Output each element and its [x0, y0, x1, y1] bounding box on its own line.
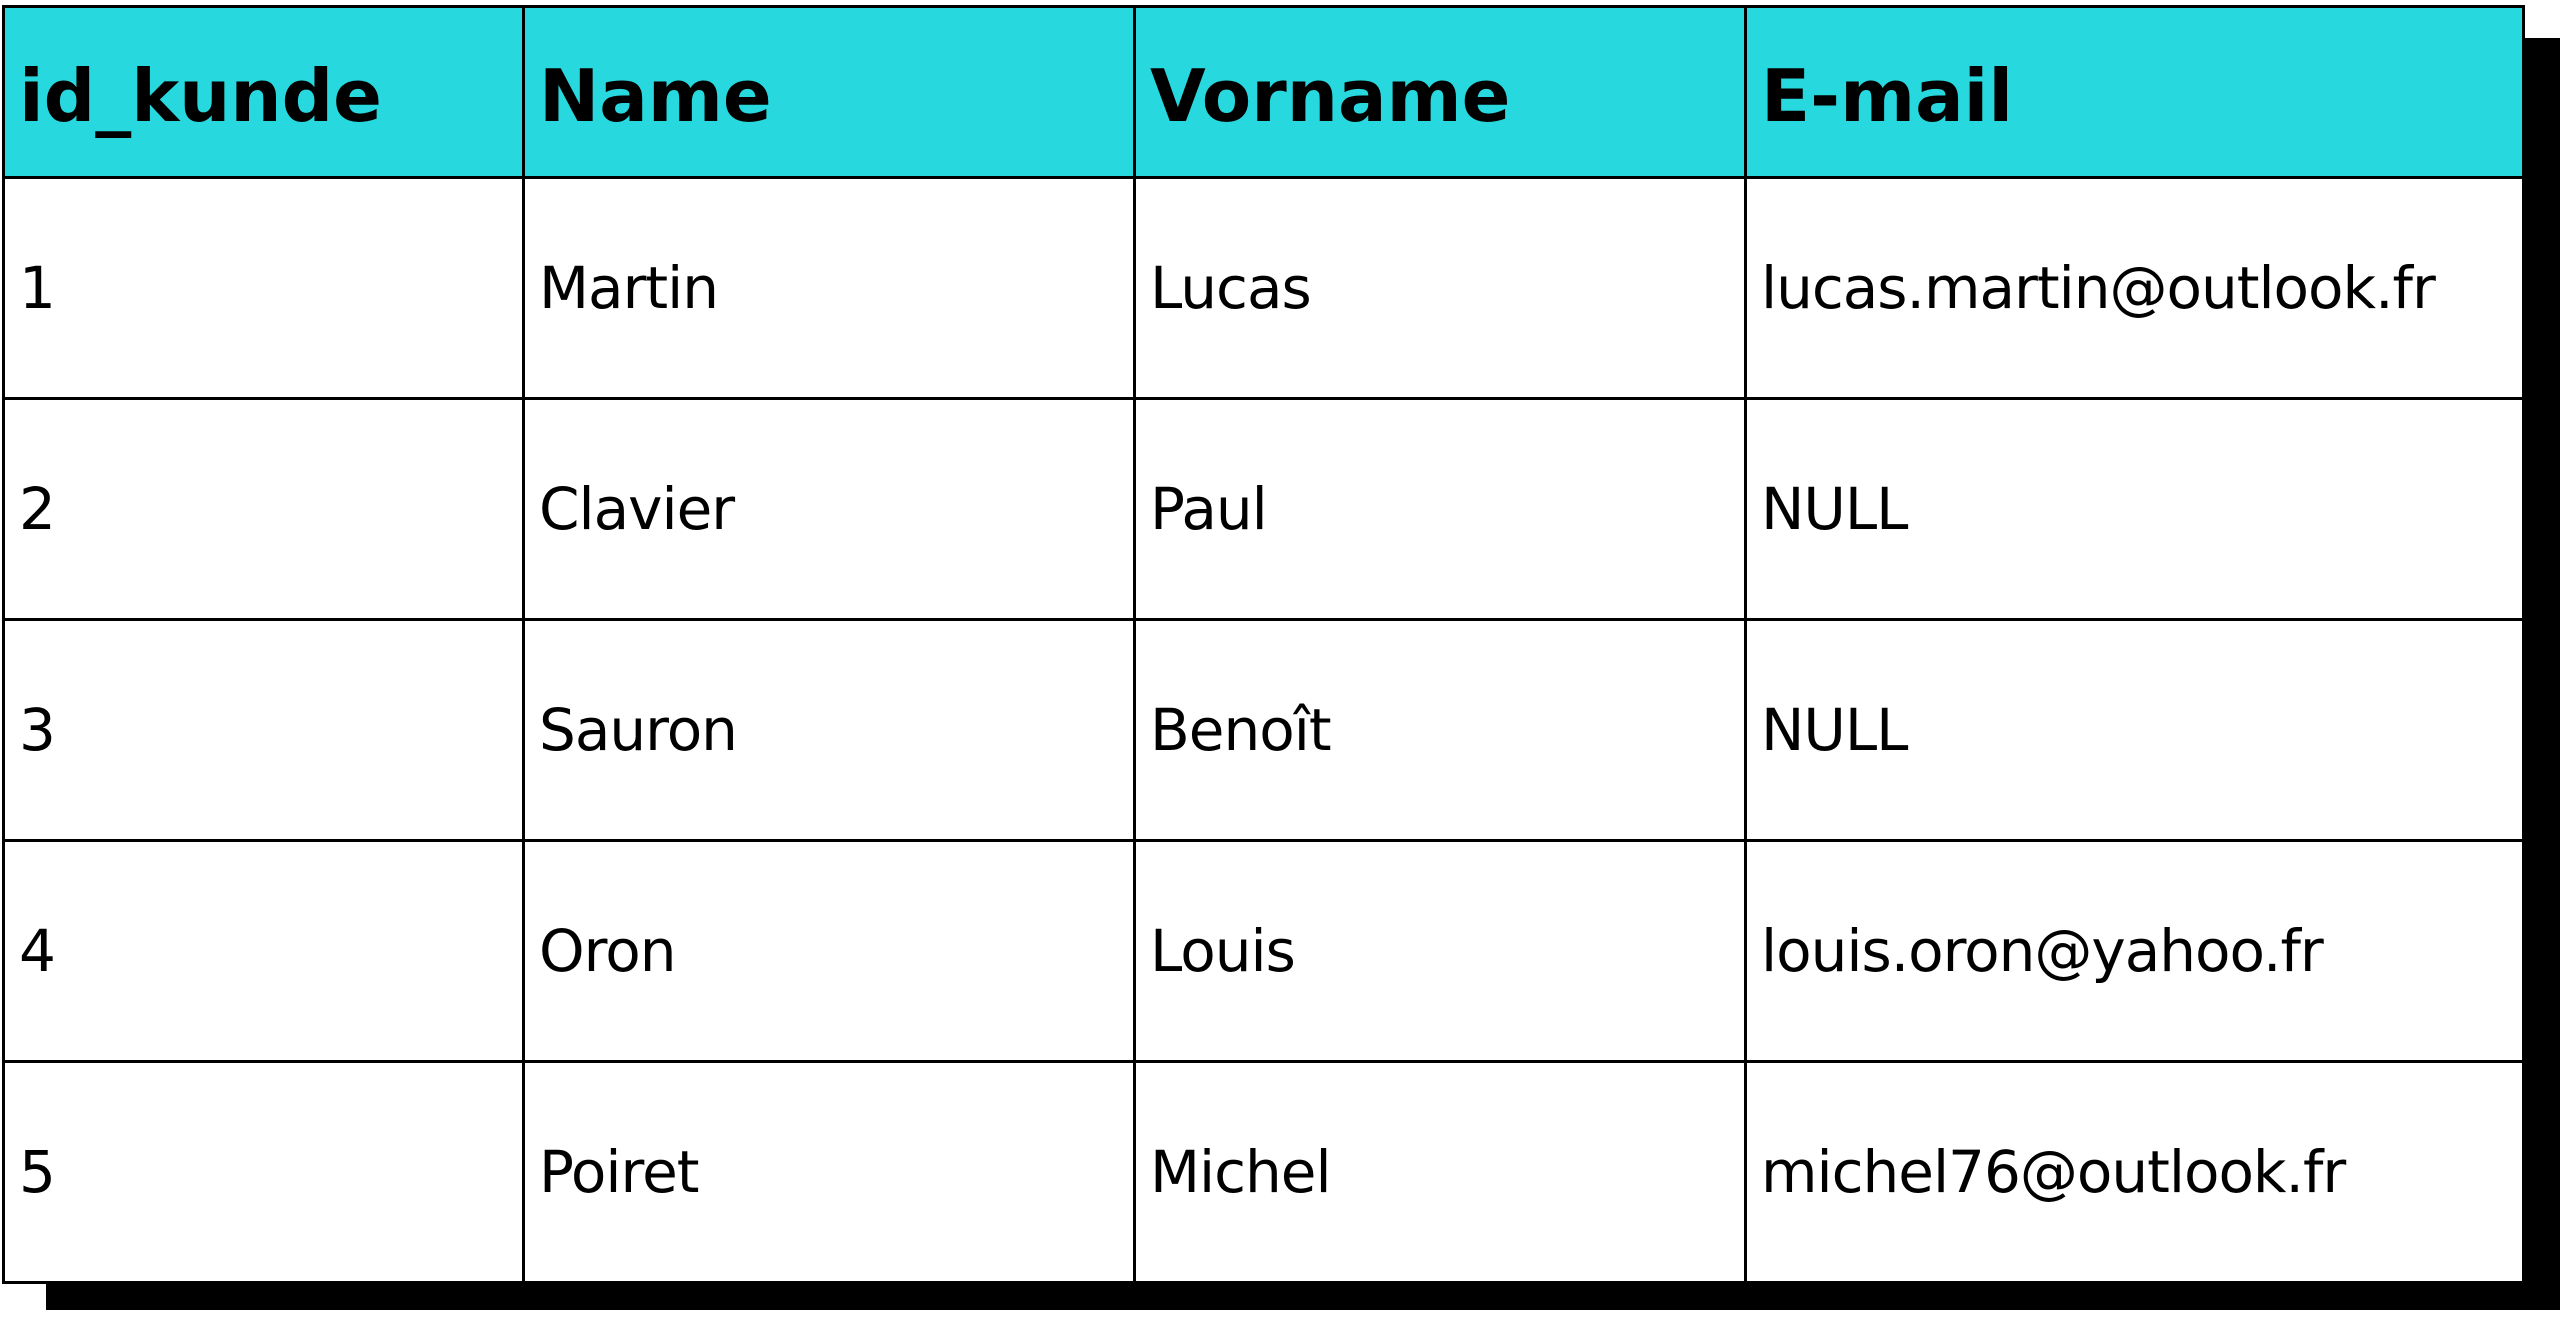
- table-row: 4 Oron Louis louis.oron@yahoo.fr: [2, 839, 2525, 1063]
- cell-email: louis.oron@yahoo.fr: [1744, 839, 2525, 1063]
- table-row: 1 Martin Lucas lucas.martin@outlook.fr: [2, 176, 2525, 400]
- table-row: 3 Sauron Benoît NULL: [2, 618, 2525, 842]
- table-row: 2 Clavier Paul NULL: [2, 397, 2525, 621]
- cell-vorname: Michel: [1133, 1060, 1747, 1284]
- column-header-name: Name: [522, 5, 1136, 179]
- cell-name: Poiret: [522, 1060, 1136, 1284]
- table-row: 5 Poiret Michel michel76@outlook.fr: [2, 1060, 2525, 1284]
- cell-name: Sauron: [522, 618, 1136, 842]
- cell-vorname: Benoît: [1133, 618, 1747, 842]
- column-header-email: E-mail: [1744, 5, 2525, 179]
- cell-vorname: Lucas: [1133, 176, 1747, 400]
- cell-id: 1: [2, 176, 525, 400]
- column-header-vorname: Vorname: [1133, 5, 1747, 179]
- cell-vorname: Louis: [1133, 839, 1747, 1063]
- customer-table: id_kunde Name Vorname E-mail 1 Martin Lu…: [2, 5, 2525, 1284]
- cell-name: Martin: [522, 176, 1136, 400]
- cell-id: 5: [2, 1060, 525, 1284]
- cell-id: 4: [2, 839, 525, 1063]
- cell-email: NULL: [1744, 397, 2525, 621]
- cell-email: michel76@outlook.fr: [1744, 1060, 2525, 1284]
- cell-name: Clavier: [522, 397, 1136, 621]
- cell-id: 3: [2, 618, 525, 842]
- cell-name: Oron: [522, 839, 1136, 1063]
- column-header-id-kunde: id_kunde: [2, 5, 525, 179]
- cell-vorname: Paul: [1133, 397, 1747, 621]
- cell-email: lucas.martin@outlook.fr: [1744, 176, 2525, 400]
- cell-id: 2: [2, 397, 525, 621]
- header-row: id_kunde Name Vorname E-mail: [2, 5, 2525, 179]
- cell-email: NULL: [1744, 618, 2525, 842]
